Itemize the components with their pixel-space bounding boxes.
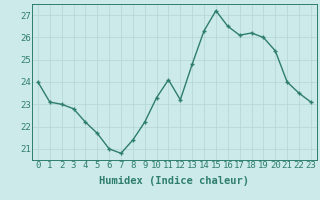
X-axis label: Humidex (Indice chaleur): Humidex (Indice chaleur)	[100, 176, 249, 186]
